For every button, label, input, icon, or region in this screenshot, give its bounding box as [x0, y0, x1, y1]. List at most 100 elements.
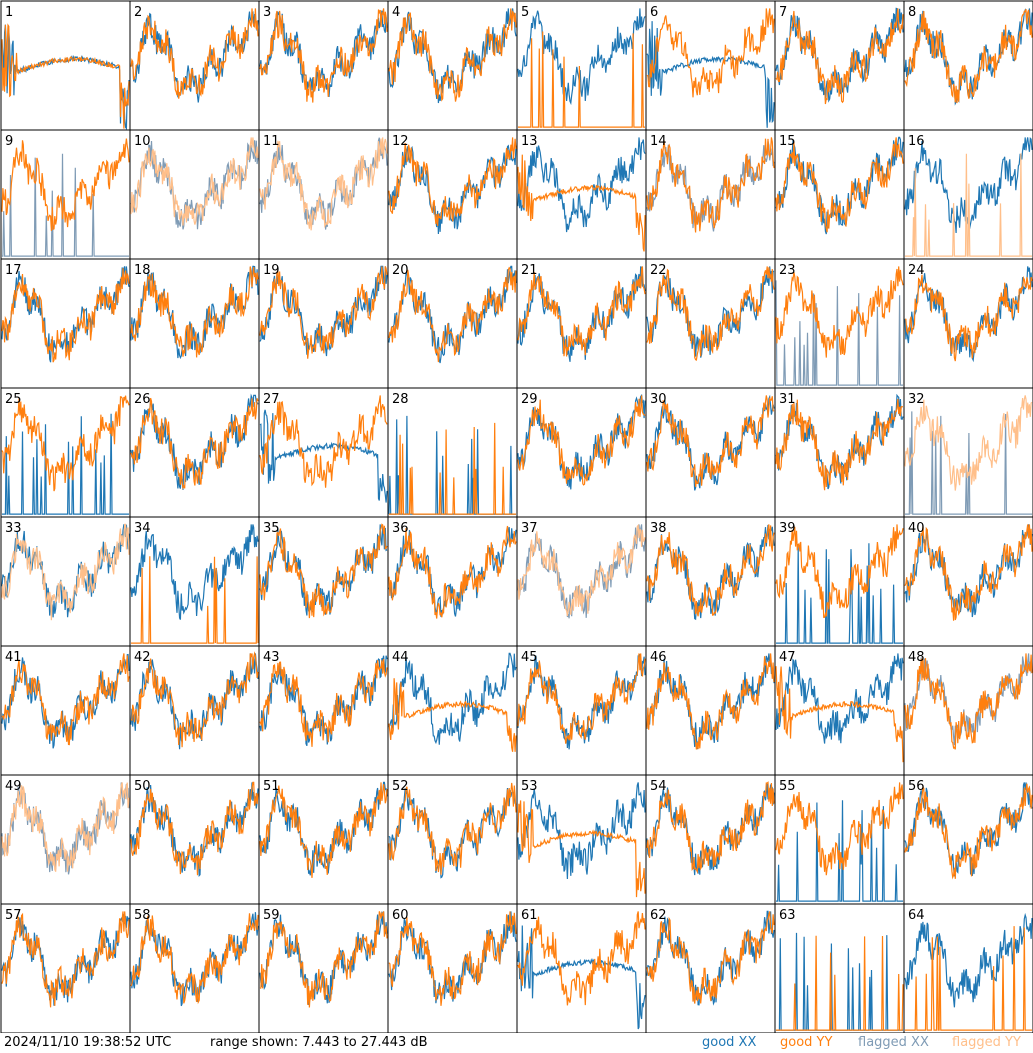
panel-10: 10 [129, 129, 260, 260]
series-yy [388, 525, 517, 619]
panel-27: 27 [258, 387, 389, 518]
panel-label: 37 [521, 521, 538, 536]
legend-flagged-xx: flagged XX [858, 1035, 929, 1050]
panel-4: 4 [387, 0, 518, 131]
panel-label: 36 [392, 521, 409, 536]
panel-8: 8 [903, 0, 1033, 131]
panel-17: 17 [0, 258, 131, 389]
series-xx [259, 781, 388, 876]
panel-36: 36 [387, 516, 518, 647]
panel-46: 46 [645, 645, 776, 776]
panel-39: 39 [774, 516, 905, 647]
panel-50: 50 [129, 774, 260, 905]
series-yy [389, 422, 516, 515]
panel-label: 41 [5, 650, 22, 665]
panel-label: 47 [779, 650, 796, 665]
series-yy [904, 653, 1033, 750]
panel-label: 17 [5, 263, 22, 278]
panel-label: 33 [5, 521, 22, 536]
series-yy [1, 911, 130, 1008]
series-xx [517, 925, 646, 1030]
series-yy [259, 523, 388, 619]
series-yy [517, 800, 646, 898]
panel-1: 1 [0, 0, 131, 131]
series-yy [776, 935, 904, 1031]
panel-label: 3 [263, 5, 271, 20]
panel-label: 19 [263, 263, 280, 278]
series-xx [130, 912, 259, 1007]
panel-23: 23 [774, 258, 905, 389]
series-yy [775, 398, 904, 491]
series-yy [775, 266, 904, 358]
panel-frame [258, 774, 389, 905]
series-xx [517, 137, 646, 233]
series-yy [259, 911, 388, 1008]
series-yy [904, 783, 1033, 880]
series-yy [646, 266, 775, 361]
footer: 2024/11/10 19:38:52 UTC range shown: 7.4… [0, 1033, 1033, 1053]
series-yy [130, 397, 259, 490]
panel-63: 63 [774, 903, 905, 1033]
panel-frame [645, 645, 776, 776]
panel-49: 49 [0, 774, 131, 905]
timestamp: 2024/11/10 19:38:52 UTC [4, 1035, 172, 1050]
panel-label: 2 [134, 5, 142, 20]
panel-label: 46 [650, 650, 667, 665]
panel-label: 45 [521, 650, 538, 665]
panel-40: 40 [903, 516, 1033, 647]
panel-12: 12 [387, 129, 518, 260]
panel-label: 44 [392, 650, 409, 665]
panel-34: 34 [129, 516, 260, 647]
series-yy [388, 8, 517, 102]
series-xx [646, 524, 775, 621]
panel-label: 18 [134, 263, 151, 278]
series-yy [388, 782, 517, 875]
range-text: range shown: 7.443 to 27.443 dB [210, 1035, 428, 1050]
series-xx [904, 912, 1033, 1008]
panel-label: 56 [908, 779, 925, 794]
panel-30: 30 [645, 387, 776, 518]
panel-label: 20 [392, 263, 409, 278]
series-yy [646, 8, 775, 98]
panel-22: 22 [645, 258, 776, 389]
panel-frame [516, 387, 647, 518]
series-yy [1, 23, 130, 129]
panel-label: 26 [134, 392, 151, 407]
series-yy [905, 926, 1032, 1031]
series-yy [517, 395, 646, 486]
panel-55: 55 [774, 774, 905, 905]
panel-label: 50 [134, 779, 151, 794]
legend-flagged-yy: flagged YY [952, 1035, 1021, 1050]
panel-label: 29 [521, 392, 538, 407]
panel-51: 51 [258, 774, 389, 905]
series-yy [388, 137, 517, 227]
panel-14: 14 [645, 129, 776, 260]
series-yy [775, 8, 904, 105]
panel-6: 6 [645, 0, 776, 131]
panel-frame [903, 903, 1033, 1033]
panel-label: 52 [392, 779, 409, 794]
series-xx [517, 8, 646, 106]
panel-48: 48 [903, 645, 1033, 776]
panel-label: 39 [779, 521, 796, 536]
panel-label: 14 [650, 134, 667, 149]
series-xx [1, 24, 130, 131]
panel-label: 60 [392, 908, 409, 923]
panel-2: 2 [129, 0, 260, 131]
panel-label: 31 [779, 392, 796, 407]
series-xx [775, 653, 904, 744]
series-xx [646, 910, 775, 1006]
panel-label: 9 [5, 134, 13, 149]
panel-43: 43 [258, 645, 389, 776]
series-yy [1, 268, 130, 363]
series-yy [130, 651, 259, 748]
series-yy [259, 782, 388, 878]
series-yy [130, 137, 259, 226]
panel-59: 59 [258, 903, 389, 1033]
panel-label: 8 [908, 5, 916, 20]
series-xx [130, 140, 259, 230]
panel-25: 25 [0, 387, 131, 518]
panel-label: 48 [908, 650, 925, 665]
panel-20: 20 [387, 258, 518, 389]
series-xx [130, 524, 259, 620]
